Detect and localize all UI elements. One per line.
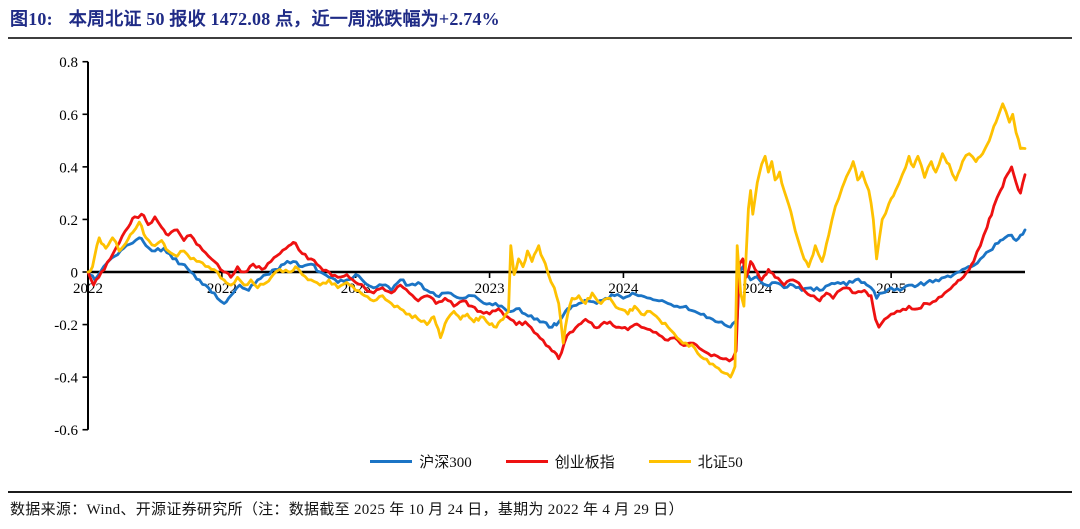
series-chinext-line xyxy=(86,165,1027,363)
legend-label-bse50: 北证50 xyxy=(697,455,743,471)
series-csi300-line xyxy=(86,228,1027,329)
legend-item-chinext: 创业板指 xyxy=(505,451,615,472)
y-tick-label: 0.4 xyxy=(59,160,78,176)
figure-number-label: 图10: xyxy=(10,9,53,29)
y-tick-label: 0 xyxy=(71,266,79,282)
x-tick-label: 2022 xyxy=(73,281,103,297)
y-tick-label: -0.2 xyxy=(54,318,78,334)
figure-title: 图10: 本周北证 50 报收 1472.08 点，近一周涨跌幅为+2.74% xyxy=(10,5,500,31)
footer-divider xyxy=(8,491,1072,493)
y-tick-label: 0.8 xyxy=(59,55,78,71)
x-tick-label: 2024 xyxy=(742,281,773,297)
legend-item-bse50: 北证50 xyxy=(648,451,743,472)
series-bse50-line xyxy=(86,102,1027,379)
y-tick-label: 0.2 xyxy=(59,213,78,229)
legend-label-csi300: 沪深300 xyxy=(419,455,472,471)
y-tick-label: -0.4 xyxy=(54,371,78,387)
chart-legend: 沪深300 创业板指 北证50 xyxy=(88,451,1025,472)
chinext-line-swatch xyxy=(505,459,548,464)
bse50-line-swatch xyxy=(648,459,691,464)
y-tick-label: 0.6 xyxy=(59,108,78,124)
legend-item-csi300: 沪深300 xyxy=(370,451,472,472)
source-note: 数据来源：Wind、开源证券研究所（注：数据截至 2025 年 10 月 24 … xyxy=(10,502,684,518)
csi300-line-swatch xyxy=(370,459,413,464)
y-tick-label: -0.6 xyxy=(54,423,78,439)
x-tick-label: 2023 xyxy=(475,281,505,297)
figure-title-text: 本周北证 50 报收 1472.08 点，近一周涨跌幅为+2.74% xyxy=(68,9,500,29)
legend-label-chinext: 创业板指 xyxy=(554,455,615,471)
title-divider xyxy=(8,37,1072,39)
